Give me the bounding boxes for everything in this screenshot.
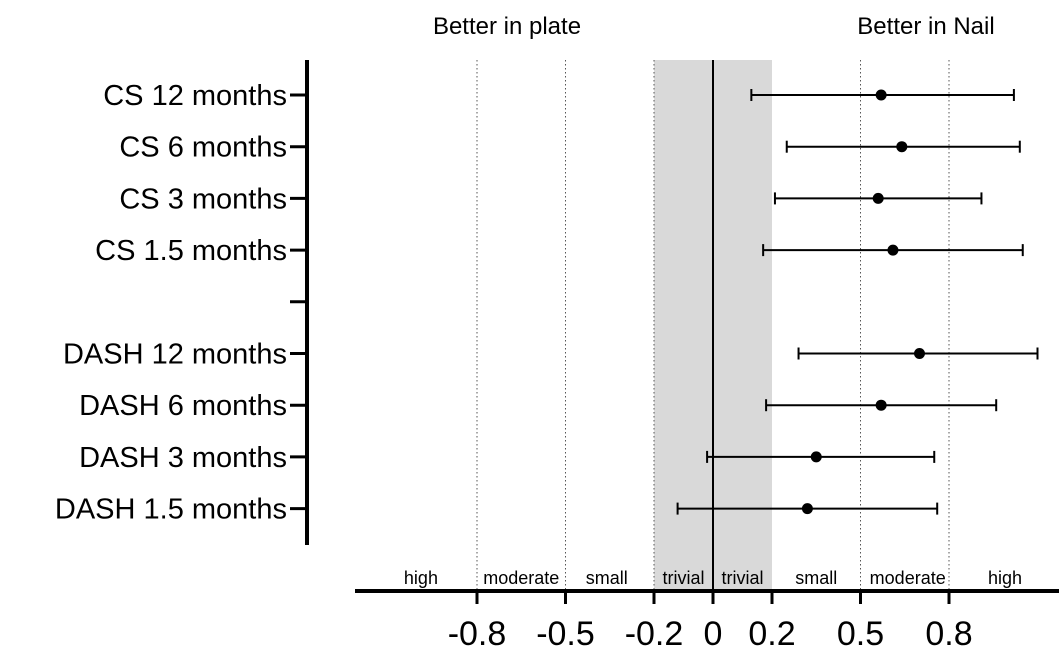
effect-zone-label-6: moderate xyxy=(870,568,946,588)
point-estimate-6 xyxy=(875,399,887,411)
effect-zone-label-2: small xyxy=(586,568,628,588)
effect-zone-label-0: high xyxy=(404,568,438,588)
row-label-8: DASH 1.5 months xyxy=(55,494,287,526)
row-label-3: CS 1.5 months xyxy=(95,235,287,267)
x-tick-label-0: -0.8 xyxy=(448,615,507,653)
row-label-2: CS 3 months xyxy=(119,183,287,215)
x-tick-label-1: -0.5 xyxy=(536,615,595,653)
point-estimate-1 xyxy=(896,141,908,153)
row-label-7: DASH 3 months xyxy=(79,442,287,474)
effect-zone-label-1: moderate xyxy=(483,568,559,588)
x-tick-label-5: 0.5 xyxy=(837,615,884,653)
header-better-in-plate: Better in plate xyxy=(433,13,581,40)
plot-area: CS 12 months CS 6 months CS 3 months CS 1.5… xyxy=(55,60,1059,653)
effect-zone-label-5: small xyxy=(795,568,837,588)
row-label-5: DASH 12 months xyxy=(63,339,287,371)
row-label-1: CS 6 months xyxy=(119,132,287,164)
effect-zone-label-7: high xyxy=(988,568,1022,588)
point-estimate-5 xyxy=(914,348,925,359)
point-estimate-0 xyxy=(875,89,887,101)
point-estimate-2 xyxy=(872,192,884,204)
x-tick-label-3: 0 xyxy=(704,615,723,653)
effect-zone-label-4: trivial xyxy=(721,568,763,588)
header-better-in-nail: Better in Nail xyxy=(857,13,994,40)
x-tick-label-6: 0.8 xyxy=(925,615,972,653)
point-estimate-8 xyxy=(801,503,813,515)
point-estimate-3 xyxy=(887,244,899,256)
effect-zone-label-3: trivial xyxy=(662,568,704,588)
x-tick-label-2: -0.2 xyxy=(625,615,684,653)
x-tick-label-4: 0.2 xyxy=(748,615,795,653)
row-label-0: CS 12 months xyxy=(103,80,287,112)
point-estimate-7 xyxy=(810,451,822,463)
row-label-6: DASH 6 months xyxy=(79,390,287,422)
